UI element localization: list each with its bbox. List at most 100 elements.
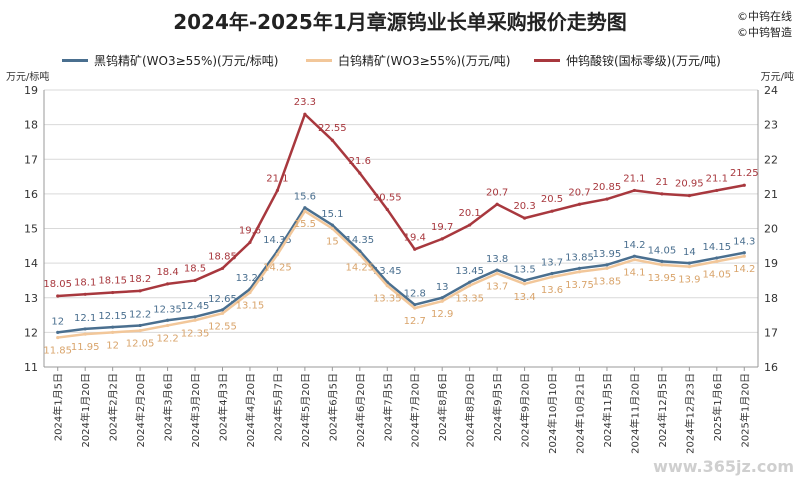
data-label: 13.35 — [373, 294, 402, 305]
credit-line-1: ©中钨在线 — [737, 10, 792, 23]
data-point — [56, 335, 60, 340]
data-point — [522, 216, 527, 220]
x-axis-tick-label: 2024年9月20日 — [519, 373, 532, 448]
data-point — [193, 318, 197, 322]
data-label: 13.9 — [678, 275, 700, 286]
data-point — [138, 323, 142, 328]
data-point — [550, 209, 554, 213]
right-axis-tick-label: 23 — [764, 119, 778, 132]
data-label: 12.9 — [431, 309, 453, 320]
data-point — [440, 237, 444, 241]
legend-item-white-tungsten: 白钨精矿(WO3≥55%)(万元/吨) — [306, 52, 510, 69]
data-label: 13.15 — [236, 301, 265, 312]
data-label: 14.2 — [623, 240, 645, 251]
data-point — [275, 252, 280, 257]
data-point — [303, 206, 307, 210]
legend-item-apt: 仲钨酸铵(国标零级)(万元/吨) — [534, 52, 721, 69]
data-label: 13.25 — [236, 273, 265, 284]
legend-label-apt: 仲钨酸铵(国标零级)(万元/吨) — [566, 54, 721, 68]
data-point — [165, 323, 170, 328]
data-label: 18.1 — [74, 277, 96, 288]
data-point — [468, 280, 472, 284]
data-point — [632, 254, 637, 258]
data-label: 14.05 — [648, 245, 677, 256]
data-point — [550, 271, 554, 276]
data-point — [111, 290, 115, 295]
data-point — [358, 249, 362, 253]
data-label: 19.6 — [239, 225, 261, 236]
x-axis-tick-label: 2024年11月20日 — [628, 373, 641, 454]
legend-label-black-tungsten: 黑钨精矿(WO3≥55%)(万元/标吨) — [94, 54, 279, 68]
x-axis-tick-label: 2024年10月10日 — [546, 373, 559, 454]
left-axis-tick-label: 15 — [24, 223, 38, 236]
data-label: 20.3 — [513, 201, 535, 212]
right-axis-tick-label: 24 — [764, 84, 778, 97]
data-point — [715, 256, 719, 260]
data-label: 20.1 — [459, 208, 481, 219]
x-axis-tick-label: 2024年1月20日 — [79, 373, 92, 448]
data-label: 14.25 — [263, 262, 292, 273]
left-axis-tick-label: 16 — [24, 188, 38, 201]
data-point — [440, 296, 444, 300]
data-point — [220, 266, 225, 270]
data-label: 12.35 — [153, 304, 182, 315]
data-label: 13.6 — [541, 285, 563, 296]
data-point — [660, 259, 664, 263]
data-label: 13.45 — [373, 266, 402, 277]
series-line-2 — [57, 209, 745, 339]
data-point — [632, 258, 637, 262]
data-label: 21 — [656, 177, 669, 188]
right-axis-tick-label: 22 — [764, 153, 778, 166]
x-axis-tick-label: 2024年10月21日 — [574, 373, 587, 454]
data-label: 12.2 — [156, 333, 178, 344]
data-point — [358, 252, 362, 257]
data-point — [413, 303, 417, 307]
left-axis-unit: 万元/标吨 — [6, 72, 50, 83]
data-label: 12.45 — [181, 301, 210, 312]
data-point — [660, 263, 664, 267]
data-point — [220, 311, 225, 315]
data-label: 14.3 — [733, 237, 755, 248]
data-label: 20.7 — [568, 187, 590, 198]
data-point — [522, 282, 527, 286]
x-axis-tick-label: 2024年7月20日 — [409, 373, 422, 448]
x-axis-tick-label: 2024年2月20日 — [134, 373, 147, 448]
data-point — [605, 197, 609, 201]
right-axis-tick-label: 20 — [764, 223, 778, 236]
right-axis-unit: 万元/吨 — [760, 72, 794, 83]
data-label: 12.05 — [126, 339, 155, 350]
data-point — [550, 275, 554, 279]
chart-legend: 黑钨精矿(WO3≥55%)(万元/标吨) 白钨精矿(WO3≥55%)(万元/吨)… — [0, 52, 800, 72]
credit-line-2: ©中钨智造 — [737, 26, 792, 39]
x-axis-tick-label: 2024年3月20日 — [189, 373, 202, 448]
data-point — [275, 188, 280, 193]
right-axis-tick-label: 19 — [764, 257, 778, 270]
data-point — [330, 138, 334, 142]
data-label: 19.7 — [431, 222, 453, 233]
data-point — [742, 251, 746, 255]
data-point — [111, 325, 115, 329]
data-label: 13.85 — [565, 252, 594, 263]
x-axis-tick-label: 2024年4月3日 — [217, 373, 230, 441]
legend-label-white-tungsten: 白钨精矿(WO3≥55%)(万元/吨) — [338, 54, 511, 68]
data-label: 13.75 — [565, 280, 594, 291]
data-point — [468, 223, 472, 227]
data-point — [605, 266, 609, 270]
data-point — [56, 294, 60, 298]
data-point — [165, 282, 170, 286]
left-axis-tick-label: 14 — [24, 257, 38, 270]
data-label: 14.2 — [733, 264, 755, 275]
data-label: 20.95 — [675, 179, 704, 190]
x-axis-tick-label: 2024年6月20日 — [354, 373, 367, 448]
data-label: 14.1 — [623, 268, 645, 279]
data-point — [83, 327, 87, 331]
data-label: 15.5 — [294, 219, 316, 230]
data-point — [358, 171, 362, 175]
data-label: 14.35 — [345, 235, 374, 246]
data-point — [495, 202, 499, 206]
left-axis-tick-label: 11 — [24, 361, 38, 374]
data-label: 11.85 — [43, 346, 72, 357]
data-point — [577, 202, 582, 206]
data-label: 20.85 — [593, 182, 622, 193]
